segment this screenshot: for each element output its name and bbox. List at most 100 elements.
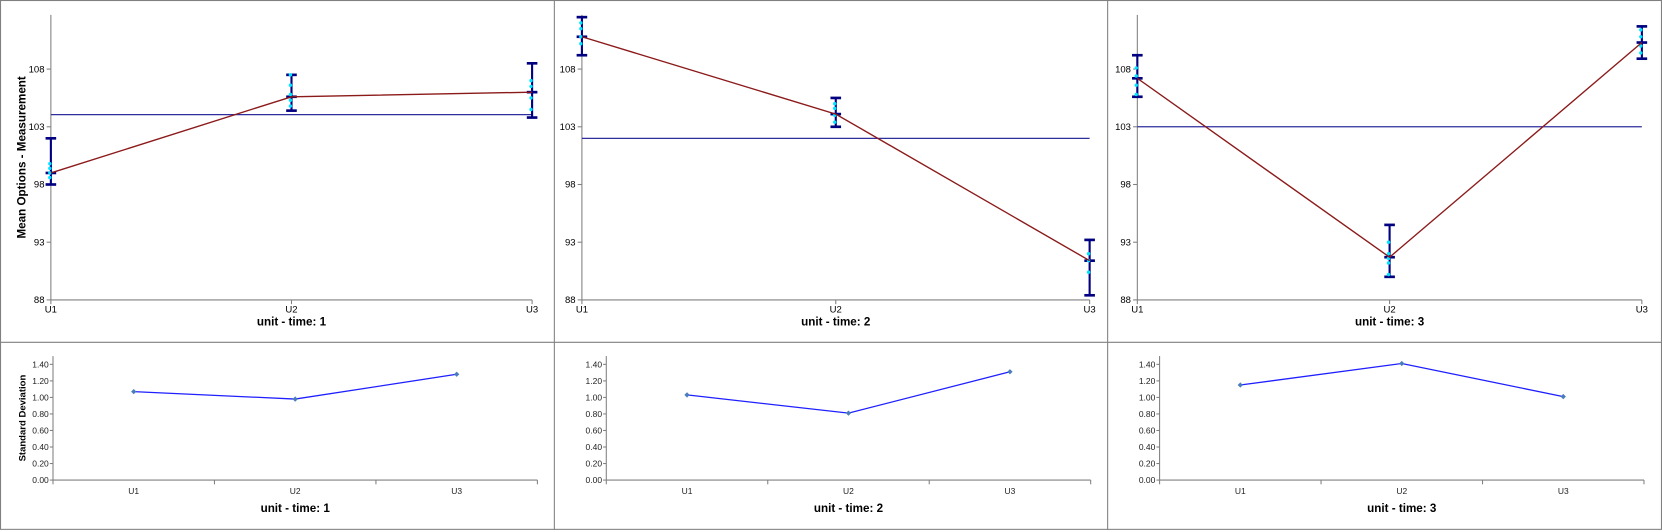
y-tick-label: 103 bbox=[1115, 122, 1131, 133]
y-tick-label: 98 bbox=[34, 180, 45, 191]
data-point bbox=[529, 107, 533, 112]
y-tick-label: 0.40 bbox=[1139, 442, 1156, 452]
x-tick-label: U2 bbox=[843, 486, 854, 496]
y-tick-label: 108 bbox=[29, 64, 45, 75]
x-tick-label: U2 bbox=[830, 305, 842, 316]
data-point bbox=[1386, 261, 1391, 265]
sd-chart-1: 0.00 0.20 0.40 0.60 0.80 1.00 1.20 1.40 U1 U2 U3 un… bbox=[17, 356, 538, 515]
y-axis-title: Mean Options - Measurement bbox=[15, 76, 28, 238]
data-point bbox=[1134, 66, 1138, 70]
y-tick-label: 98 bbox=[1120, 180, 1131, 191]
data-point bbox=[288, 104, 293, 108]
sd-line bbox=[1240, 362, 1564, 398]
data-point bbox=[288, 98, 293, 102]
x-tick-label: U3 bbox=[526, 305, 538, 316]
y-tick-label: 88 bbox=[34, 295, 45, 306]
x-axis-title: unit - time: 1 bbox=[257, 315, 327, 328]
data-point bbox=[833, 120, 837, 124]
data-point bbox=[288, 73, 293, 77]
y-tick-label: 0.00 bbox=[586, 475, 603, 485]
x-tick-label: U3 bbox=[1636, 305, 1648, 316]
y-tick-label: 0.20 bbox=[32, 459, 49, 469]
y-tick-label: 103 bbox=[560, 122, 576, 133]
y-tick-label: 1.20 bbox=[1139, 376, 1156, 386]
sd-marker bbox=[1560, 393, 1566, 400]
sd-chart-3: 0.00 0.20 0.40 0.60 0.80 1.00 1.20 1.40 U1 U2 U3 un… bbox=[1139, 356, 1645, 515]
y-tick-label: 88 bbox=[1120, 295, 1131, 306]
y-tick-label: 0.60 bbox=[586, 426, 603, 436]
data-point bbox=[529, 84, 533, 89]
x-tick-label: U1 bbox=[45, 305, 57, 316]
x-tick-label: U3 bbox=[1084, 305, 1096, 316]
mean-chart-2: 88 93 98 103 108 U1 U2 U3 unit - time: 2 bbox=[560, 14, 1096, 328]
data-point bbox=[1386, 252, 1391, 256]
y-tick-label: 93 bbox=[565, 237, 576, 248]
y-tick-label: 1.40 bbox=[32, 360, 49, 370]
data-point bbox=[833, 102, 837, 106]
y-tick-label: 108 bbox=[1115, 64, 1131, 75]
mean-line bbox=[50, 91, 533, 174]
x-tick-label: U3 bbox=[451, 486, 462, 496]
y-tick-label: 0.20 bbox=[586, 459, 603, 469]
y-tick-label: 1.20 bbox=[32, 376, 49, 386]
data-point bbox=[833, 106, 837, 111]
y-tick-label: 1.00 bbox=[32, 393, 49, 403]
y-tick-label: 93 bbox=[34, 237, 45, 248]
data-point bbox=[1639, 51, 1643, 55]
sd-marker bbox=[845, 410, 852, 416]
x-axis-title: unit - time: 3 bbox=[1367, 502, 1437, 515]
mean-line bbox=[581, 36, 1090, 262]
x-axis-title: unit - time: 2 bbox=[801, 315, 871, 328]
data-point bbox=[48, 171, 52, 175]
x-axis-title: unit - time: 3 bbox=[1355, 315, 1425, 328]
data-point bbox=[529, 96, 533, 100]
y-tick-label: 0.80 bbox=[32, 409, 49, 419]
x-tick-label: U1 bbox=[1131, 305, 1143, 316]
y-tick-label: 0.00 bbox=[32, 475, 49, 485]
y-tick-label: 0.80 bbox=[586, 409, 603, 419]
y-tick-label: 0.20 bbox=[1139, 459, 1156, 469]
y-tick-label: 93 bbox=[1120, 237, 1131, 248]
x-axis-title: unit - time: 2 bbox=[814, 502, 884, 515]
y-tick-label: 1.20 bbox=[586, 376, 603, 386]
data-point bbox=[579, 26, 583, 31]
y-tick-label: 108 bbox=[560, 64, 576, 75]
data-point bbox=[1386, 272, 1391, 277]
data-point bbox=[1134, 92, 1138, 97]
y-tick-label: 1.40 bbox=[586, 360, 603, 370]
mean-chart-3: 88 93 98 103 108 U1 U2 U3 unit - time: 3 bbox=[1115, 14, 1648, 328]
data-point bbox=[48, 166, 52, 171]
data-point bbox=[288, 83, 293, 87]
sd-marker bbox=[131, 388, 137, 395]
data-point bbox=[288, 92, 293, 97]
data-point bbox=[579, 21, 583, 25]
x-tick-label: U1 bbox=[682, 486, 693, 496]
y-tick-label: 0.40 bbox=[586, 442, 603, 452]
x-tick-label: U1 bbox=[1235, 486, 1246, 496]
x-tick-label: U2 bbox=[1384, 305, 1396, 316]
sd-marker bbox=[454, 371, 460, 377]
x-tick-label: U3 bbox=[1558, 486, 1569, 496]
mean-chart-1: 88 93 98 103 108 U1 U2 U3 unit - time: 1 Mean Opt… bbox=[15, 14, 538, 328]
data-point bbox=[579, 35, 583, 39]
x-axis-title: unit - time: 1 bbox=[261, 502, 331, 515]
data-point bbox=[1086, 252, 1091, 256]
y-tick-label: 0.60 bbox=[32, 426, 49, 436]
sd-chart-2: 0.00 0.20 0.40 0.60 0.80 1.00 1.20 1.40 U1 U2 U3 un… bbox=[586, 356, 1092, 515]
data-point bbox=[1386, 240, 1391, 244]
data-point bbox=[1639, 35, 1643, 39]
data-point bbox=[529, 78, 533, 83]
sd-line bbox=[133, 373, 457, 400]
data-point bbox=[1086, 270, 1091, 274]
x-tick-label: U2 bbox=[1396, 486, 1407, 496]
x-tick-label: U1 bbox=[576, 305, 588, 316]
sd-line bbox=[686, 371, 1011, 414]
y-tick-label: 0.40 bbox=[32, 442, 49, 452]
y-tick-label: 0.00 bbox=[1139, 475, 1156, 485]
y-tick-label: 88 bbox=[565, 295, 576, 306]
y-tick-label: 1.40 bbox=[1139, 360, 1156, 370]
sd-marker bbox=[1237, 382, 1243, 388]
data-point bbox=[48, 162, 52, 166]
